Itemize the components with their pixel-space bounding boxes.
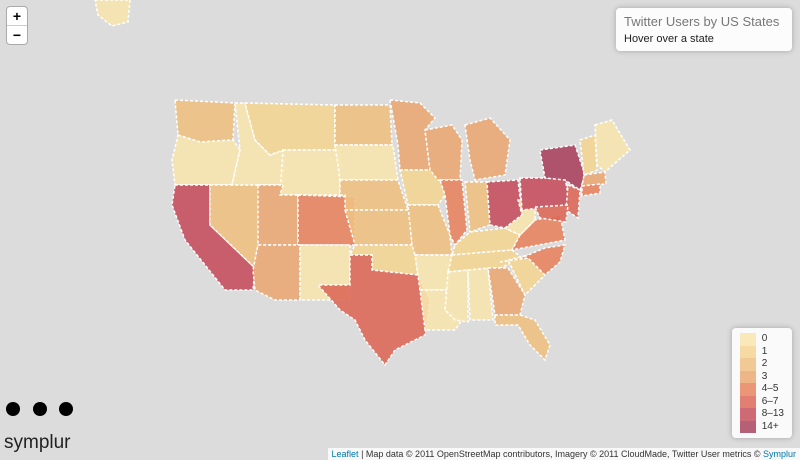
state[interactable] [94,0,131,27]
state[interactable] [407,204,453,256]
legend-label: 3 [761,370,768,382]
state[interactable] [467,267,494,321]
dot [6,402,20,416]
symplur-link[interactable]: Symplur [762,449,796,459]
legend-item: 3 [739,370,784,383]
state[interactable] [581,171,607,187]
legend-label: 8–13 [761,408,784,419]
legend-swatch [739,408,756,421]
state[interactable] [171,134,241,186]
legend-label: 0 [761,333,768,344]
leaflet-link[interactable]: Leaflet [331,449,359,459]
legend: 0 1 2 3 4–5 6–7 8–13 14+ [731,328,792,438]
state[interactable] [174,99,236,143]
state[interactable] [487,267,526,316]
state[interactable] [594,119,631,173]
state[interactable] [414,254,453,291]
zoom-control: + − [6,6,28,45]
legend-item: 14+ [739,420,784,433]
state[interactable] [464,181,491,234]
legend-label: 4–5 [761,383,779,394]
legend-swatch [739,345,756,358]
info-title: Twitter Users by US States [624,14,780,29]
legend-swatch [739,395,756,408]
attribution: Leaflet | Map data © 2011 OpenStreetMap … [327,448,800,460]
legend-swatch [739,333,756,346]
state[interactable] [257,184,299,246]
state[interactable] [334,144,399,181]
brand: symplur [4,432,71,453]
legend-label: 2 [761,358,768,369]
legend-item: 6–7 [739,395,784,408]
legend-item: 8–13 [739,408,784,421]
state[interactable] [444,269,469,323]
legend-label: 6–7 [761,395,779,407]
state[interactable] [279,149,341,196]
legend-swatch [739,358,756,371]
state[interactable] [579,133,598,177]
legend-item: 1 [739,345,784,358]
state[interactable] [252,244,301,301]
state[interactable] [494,314,551,362]
zoom-in[interactable]: + [12,8,22,24]
legend-item: 4–5 [739,383,784,396]
legend-swatch [739,420,756,433]
info-box: Twitter Users by US States Hover over a … [616,8,792,51]
state[interactable] [581,183,601,197]
dot [33,402,47,416]
legend-swatch [739,383,756,396]
legend-item: 2 [739,358,784,371]
state[interactable] [339,179,410,211]
legend-item: 0 [739,333,784,346]
state[interactable] [344,209,413,246]
attribution-text: | Map data © 2011 OpenStreetMap contribu… [358,449,763,459]
legend-label: 14+ [761,420,779,432]
state[interactable] [316,254,431,367]
state[interactable] [565,183,581,220]
state[interactable] [464,117,511,181]
legend-label: 1 [761,345,768,357]
info-subtitle: Hover over a state [624,33,714,45]
zoom-out[interactable]: − [7,25,27,44]
dot [59,402,73,416]
state[interactable] [533,204,569,223]
legend-swatch [739,370,756,383]
state[interactable] [334,104,393,146]
state[interactable] [499,244,567,277]
